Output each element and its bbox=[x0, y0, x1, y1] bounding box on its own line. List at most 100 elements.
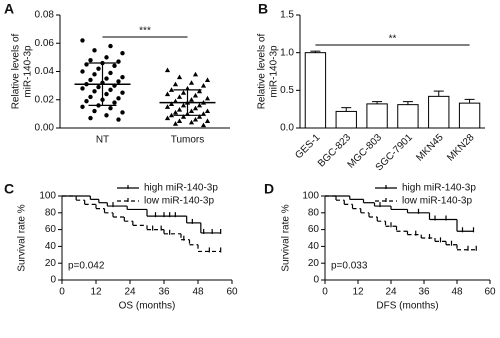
y-tick-label: 80 bbox=[308, 207, 320, 218]
bar bbox=[428, 95, 450, 129]
legend-label: low miR-140-3p bbox=[144, 196, 214, 207]
data-point bbox=[204, 77, 211, 82]
data-point bbox=[120, 110, 125, 115]
data-point bbox=[172, 121, 179, 126]
panel-label: D bbox=[264, 181, 274, 197]
x-tick-label: 48 bbox=[451, 287, 463, 298]
data-point bbox=[188, 80, 195, 85]
y-axis-label: miR-140-3p bbox=[269, 45, 280, 98]
data-point bbox=[88, 77, 93, 83]
p-value: p=0.033 bbox=[331, 261, 368, 272]
data-point bbox=[80, 69, 85, 74]
legend-label: high miR-140-3p bbox=[402, 183, 476, 194]
data-point bbox=[88, 115, 93, 121]
data-point bbox=[96, 84, 101, 90]
data-point bbox=[92, 48, 97, 53]
data-point bbox=[192, 105, 199, 111]
data-point bbox=[164, 104, 171, 109]
data-point bbox=[88, 58, 93, 63]
data-point bbox=[104, 55, 109, 60]
data-point bbox=[204, 118, 211, 123]
panel-label: C bbox=[4, 181, 14, 197]
data-point bbox=[120, 74, 125, 80]
data-point bbox=[180, 90, 187, 95]
data-point bbox=[204, 95, 211, 101]
data-point bbox=[176, 107, 183, 112]
y-tick-label: 0.0 bbox=[280, 123, 294, 134]
data-point bbox=[164, 91, 171, 97]
data-point bbox=[108, 70, 113, 76]
data-point bbox=[168, 112, 175, 118]
y-tick-label: 0.5 bbox=[280, 85, 294, 96]
legend-label: high miR-140-3p bbox=[144, 183, 218, 194]
data-point bbox=[188, 97, 195, 102]
data-point bbox=[188, 119, 195, 125]
data-point bbox=[200, 83, 207, 88]
data-point bbox=[188, 108, 195, 114]
x-tick-label: 60 bbox=[484, 287, 496, 298]
x-tick-label: GES-1 bbox=[293, 132, 322, 161]
y-tick-label: 80 bbox=[45, 207, 57, 218]
bar bbox=[458, 102, 481, 129]
data-point bbox=[112, 63, 117, 69]
data-point bbox=[196, 114, 203, 119]
x-tick-label: MKN45 bbox=[414, 132, 446, 164]
data-point bbox=[116, 117, 121, 122]
bar bbox=[304, 52, 327, 129]
y-tick-label: 100 bbox=[39, 191, 56, 202]
panel-label: B bbox=[258, 1, 268, 17]
y-tick-label: 40 bbox=[308, 241, 320, 252]
x-tick-label: 12 bbox=[352, 287, 364, 298]
data-point bbox=[92, 108, 97, 114]
x-axis-label: DFS (months) bbox=[376, 301, 438, 312]
x-tick-label: 0 bbox=[59, 287, 65, 298]
data-point bbox=[168, 101, 175, 106]
y-tick-label: 0 bbox=[313, 275, 319, 286]
data-point bbox=[168, 87, 175, 92]
data-point bbox=[104, 76, 109, 81]
y-tick-label: 20 bbox=[45, 258, 57, 269]
bar bbox=[335, 110, 357, 129]
data-point bbox=[164, 115, 171, 121]
data-point bbox=[92, 89, 97, 94]
x-tick-label: 0 bbox=[322, 287, 328, 298]
y-axis-label: miR-140-3p bbox=[23, 45, 34, 98]
data-point bbox=[180, 102, 187, 108]
y-tick-label: 20 bbox=[308, 258, 320, 269]
y-axis-label: Relative levels of bbox=[11, 33, 22, 109]
data-point bbox=[120, 50, 125, 56]
data-point bbox=[116, 79, 121, 84]
x-tick-label: 60 bbox=[226, 287, 238, 298]
significance-label: ** bbox=[389, 34, 397, 45]
bar bbox=[397, 104, 419, 129]
data-point bbox=[104, 113, 109, 118]
panel-label: A bbox=[4, 1, 14, 17]
data-point bbox=[176, 118, 183, 123]
data-point bbox=[204, 108, 211, 114]
p-value: p=0.042 bbox=[68, 261, 105, 272]
y-tick-label: 0.02 bbox=[35, 94, 55, 105]
y-tick-label: 1.0 bbox=[280, 47, 294, 58]
x-axis-label: OS (months) bbox=[119, 301, 176, 312]
x-tick-label: 36 bbox=[158, 287, 170, 298]
data-point bbox=[108, 87, 113, 93]
data-point bbox=[84, 98, 89, 104]
y-tick-label: 0 bbox=[50, 275, 56, 286]
data-point bbox=[92, 72, 97, 77]
x-tick-label: 36 bbox=[418, 287, 430, 298]
data-point bbox=[172, 81, 179, 87]
x-tick-label: 24 bbox=[385, 287, 397, 298]
x-tick-label: MKN28 bbox=[445, 132, 477, 164]
data-point bbox=[164, 67, 171, 73]
data-point bbox=[192, 71, 199, 77]
y-tick-label: 60 bbox=[45, 224, 57, 235]
x-tick-label: 24 bbox=[124, 287, 136, 298]
data-point bbox=[180, 114, 187, 119]
bar bbox=[366, 103, 388, 129]
y-tick-label: 40 bbox=[45, 241, 57, 252]
x-tick-label: Tumors bbox=[171, 135, 205, 146]
y-axis-label: Survival rate % bbox=[17, 204, 28, 271]
y-axis-label: Relative levels of bbox=[257, 33, 268, 109]
data-point bbox=[192, 92, 199, 98]
